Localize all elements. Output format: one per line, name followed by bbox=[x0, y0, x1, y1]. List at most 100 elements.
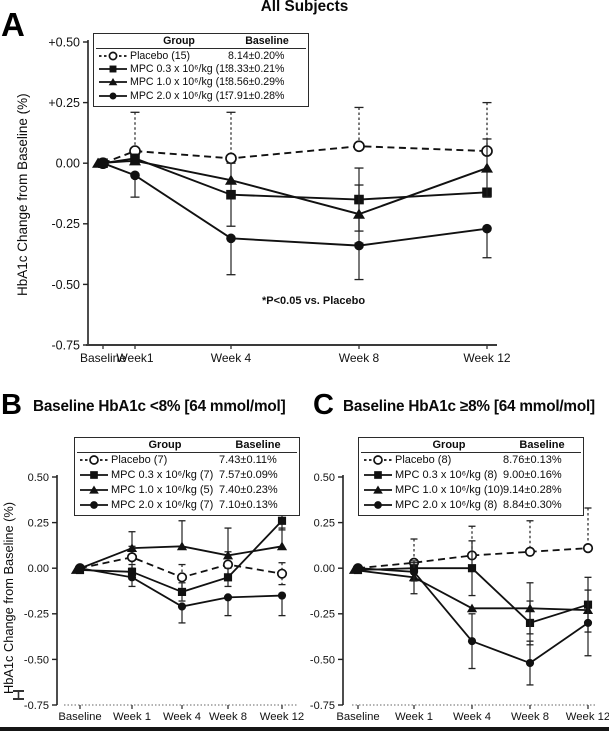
legend-baseline-value: 8.14±0.20% bbox=[228, 49, 285, 62]
panel-c-letter: C bbox=[313, 389, 334, 421]
svg-text:Week 8: Week 8 bbox=[339, 351, 380, 365]
legend-row: Placebo (15) 8.14±0.20% bbox=[96, 49, 306, 62]
legend-header: Group Baseline bbox=[361, 438, 581, 453]
legend-group-label: MPC 1.0 x 10⁶/kg (10) bbox=[395, 483, 503, 496]
svg-text:0.00: 0.00 bbox=[28, 563, 49, 575]
legend-marker-open-circle bbox=[361, 454, 395, 466]
svg-text:0.50: 0.50 bbox=[28, 472, 49, 484]
legend-group-label: MPC 0.3 x 10⁶/kg (8) bbox=[395, 469, 498, 482]
series-open-circle bbox=[97, 101, 493, 170]
legend-row: MPC 1.0 x 10⁶/kg (15) 8.56±0.29% bbox=[96, 76, 306, 89]
legend-marker-open-circle bbox=[77, 454, 111, 466]
legend-baseline-value: 9.14±0.28% bbox=[503, 483, 562, 496]
legend-marker-column bbox=[361, 439, 395, 451]
legend-marker-column bbox=[77, 439, 111, 451]
svg-text:-0.75: -0.75 bbox=[310, 700, 335, 712]
svg-text:0.50: 0.50 bbox=[314, 472, 335, 484]
panel-c-title: Baseline HbA1c ≥8% [64 mmol/mol] bbox=[343, 398, 595, 415]
legend-marker-open-circle bbox=[96, 50, 130, 62]
svg-text:Week 12: Week 12 bbox=[260, 711, 304, 723]
svg-text:-0.50: -0.50 bbox=[310, 654, 335, 666]
svg-text:Week 8: Week 8 bbox=[209, 711, 247, 723]
legend-marker-square bbox=[77, 469, 111, 481]
series-circle bbox=[98, 158, 492, 281]
legend-rows: Placebo (15) 8.14±0.20% MPC 0.3 x 10⁶/kg (… bbox=[96, 49, 306, 103]
legend-baseline-value: 7.40±0.23% bbox=[219, 483, 278, 496]
panel-a-letter: A bbox=[1, 6, 25, 43]
legend-marker-triangle bbox=[96, 76, 130, 88]
legend-baseline-value: 8.33±0.21% bbox=[228, 63, 285, 76]
legend-group-label: MPC 1.0 x 10⁶/kg (15) bbox=[130, 76, 228, 89]
panel-b-chart: 0.50 0.25 0.00 -0.25 -0.50 -0.75 Baseline Week … bbox=[24, 472, 304, 723]
legend-baseline-value: 8.84±0.30% bbox=[503, 498, 562, 511]
legend-row: MPC 0.3 x 10⁶/kg (8) 9.00±0.16% bbox=[361, 468, 581, 483]
series-open-circle bbox=[74, 545, 288, 591]
axes: +0.50+0.250.00-0.25-0.50-0.75BaselineWee… bbox=[48, 35, 511, 365]
legend-group-label: MPC 0.3 x 10⁶/kg (7) bbox=[111, 469, 214, 482]
legend-group-header: Group bbox=[432, 439, 466, 451]
legend-baseline-value: 7.57±0.09% bbox=[219, 469, 278, 482]
svg-text:-0.25: -0.25 bbox=[24, 609, 49, 621]
svg-text:Week1: Week1 bbox=[116, 351, 153, 365]
legend-marker-circle bbox=[77, 499, 111, 511]
panel-c: C Baseline HbA1c ≥8% [64 mmol/mol] 0.50 0… bbox=[300, 390, 609, 732]
svg-text:-0.50: -0.50 bbox=[52, 278, 81, 292]
legend-marker-circle bbox=[96, 90, 130, 102]
svg-text:Baseline: Baseline bbox=[336, 711, 379, 723]
series-circle bbox=[353, 562, 593, 686]
legend-group-label: MPC 2.0 x 10⁶/kg (15) bbox=[130, 89, 228, 102]
legend-group-header: Group bbox=[163, 35, 195, 47]
legend-row: Placebo (8) 8.76±0.13% bbox=[361, 453, 581, 468]
legend-group-label: Placebo (15) bbox=[130, 49, 191, 62]
significance-note: *P<0.05 vs. Placebo bbox=[262, 295, 366, 307]
legend-row: MPC 1.0 x 10⁶/kg (5) 7.40±0.23% bbox=[77, 483, 297, 498]
svg-text:Week 4: Week 4 bbox=[163, 711, 201, 723]
panel-a-legend: Group Baseline Placebo (15) 8.14±0.20% MPC… bbox=[93, 33, 309, 107]
legend-rows: Placebo (8) 8.76±0.13% MPC 0.3 x 10⁶/kg (8… bbox=[361, 453, 581, 512]
legend-baseline-header: Baseline bbox=[519, 439, 565, 451]
legend-baseline-value: 9.00±0.16% bbox=[503, 469, 562, 482]
panel-b-legend: Group Baseline Placebo (7) 7.43±0.11% MPC … bbox=[74, 437, 300, 517]
panel-a-title: All Subjects bbox=[260, 0, 349, 15]
legend-marker-column bbox=[96, 35, 130, 47]
svg-text:Week 1: Week 1 bbox=[395, 711, 433, 723]
legend-row: MPC 0.3 x 10⁶/kg (7) 7.57±0.09% bbox=[77, 468, 297, 483]
svg-text:Week 1: Week 1 bbox=[113, 711, 151, 723]
svg-text:Week 8: Week 8 bbox=[511, 711, 549, 723]
panel-b-title: Baseline HbA1c <8% [64 mmol/mol] bbox=[33, 398, 286, 415]
legend-baseline-value: 7.91±0.28% bbox=[228, 89, 285, 102]
svg-text:0.00: 0.00 bbox=[56, 157, 80, 171]
legend-row: MPC 2.0 x 10⁶/kg (8) 8.84±0.30% bbox=[361, 497, 581, 512]
panel-b-letter: B bbox=[1, 389, 22, 421]
svg-text:-0.50: -0.50 bbox=[24, 654, 49, 666]
legend-row: Placebo (7) 7.43±0.11% bbox=[77, 453, 297, 468]
series-square bbox=[75, 511, 287, 602]
legend-rows: Placebo (7) 7.43±0.11% MPC 0.3 x 10⁶/kg (7… bbox=[77, 453, 297, 512]
legend-baseline-header: Baseline bbox=[245, 35, 289, 47]
legend-marker-triangle bbox=[361, 484, 395, 496]
legend-baseline-value: 8.76±0.13% bbox=[503, 454, 562, 467]
legend-group-label: MPC 2.0 x 10⁶/kg (8) bbox=[395, 498, 498, 511]
svg-text:Week 4: Week 4 bbox=[453, 711, 491, 723]
panel-c-legend: Group Baseline Placebo (8) 8.76±0.13% MPC … bbox=[358, 437, 584, 517]
legend-marker-square bbox=[96, 63, 130, 75]
legend-row: MPC 2.0 x 10⁶/kg (7) 7.10±0.13% bbox=[77, 497, 297, 512]
legend-header: Group Baseline bbox=[77, 438, 297, 453]
svg-text:0.00: 0.00 bbox=[314, 563, 335, 575]
legend-baseline-value: 8.56±0.29% bbox=[228, 76, 285, 89]
svg-text:Baseline: Baseline bbox=[80, 351, 126, 365]
legend-marker-circle bbox=[361, 499, 395, 511]
legend-baseline-value: 7.43±0.11% bbox=[219, 454, 277, 467]
legend-baseline-header: Baseline bbox=[235, 439, 281, 451]
svg-text:0.25: 0.25 bbox=[314, 517, 335, 529]
series-triangle bbox=[92, 138, 493, 244]
svg-text:Week 4: Week 4 bbox=[211, 351, 252, 365]
legend-group-label: Placebo (8) bbox=[395, 454, 452, 467]
svg-text:Week 12: Week 12 bbox=[463, 351, 510, 365]
series-triangle bbox=[70, 520, 288, 574]
svg-text:-0.25: -0.25 bbox=[52, 217, 81, 231]
legend-marker-square bbox=[361, 469, 395, 481]
